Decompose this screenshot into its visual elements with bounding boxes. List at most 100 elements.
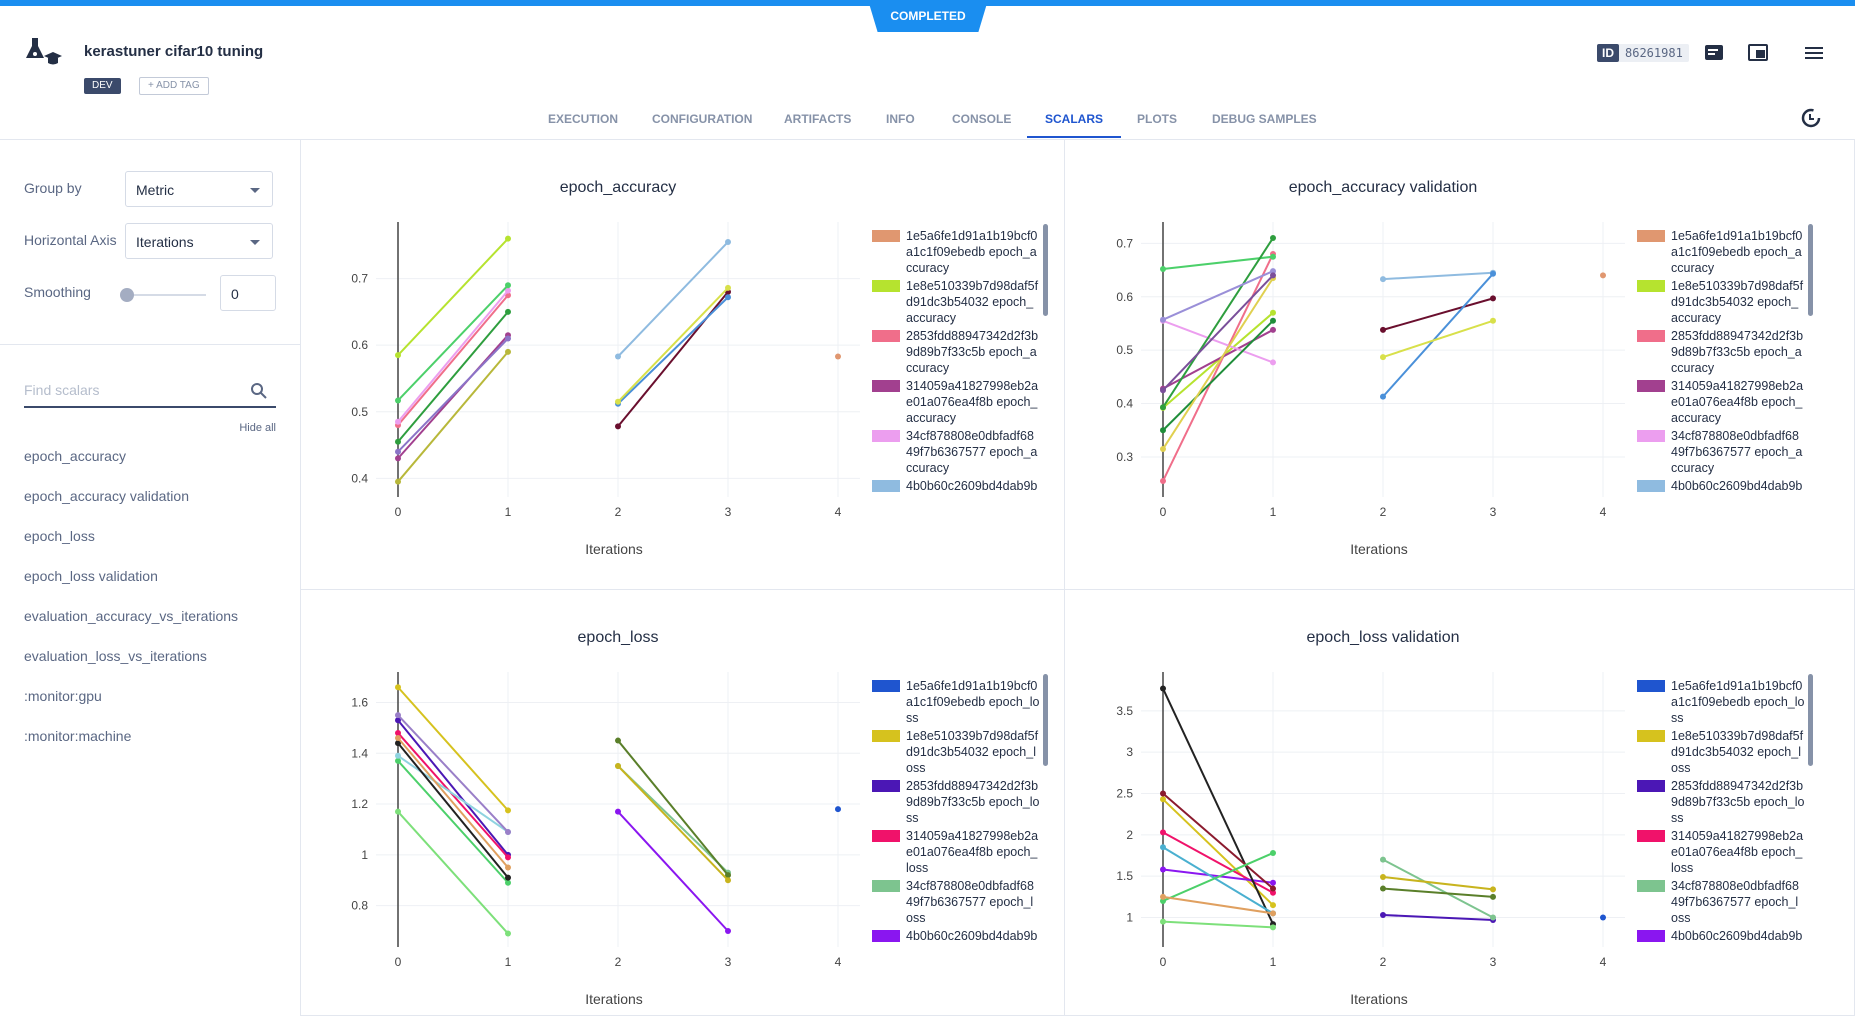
legend-item[interactable]: 4b0b60c2609bd4dab9b [872, 928, 1040, 944]
legend-item[interactable]: 314059a41827998eb2ae01a076ea4f8b epoch_a… [872, 378, 1040, 426]
series-line [397, 284, 509, 402]
metric-item[interactable]: evaluation_accuracy_vs_iterations [24, 608, 239, 624]
data-point [1160, 316, 1166, 323]
tab-underline [1027, 136, 1121, 138]
tab[interactable]: CONSOLE [952, 112, 1012, 126]
metric-item[interactable]: epoch_accuracy [24, 448, 126, 464]
legend-scrollbar[interactable] [1808, 224, 1813, 316]
y-tick-label: 3 [1126, 745, 1133, 759]
legend-item[interactable]: 34cf878808e0dbfadf6849f7b6367577 epoch_a… [1637, 428, 1805, 476]
series-line [397, 742, 509, 879]
metric-item[interactable]: evaluation_loss_vs_iterations [24, 648, 207, 664]
legend-scrollbar[interactable] [1808, 674, 1813, 766]
x-axis-label: Iterations [585, 541, 643, 557]
legend-swatch [872, 680, 900, 692]
legend-item[interactable]: 1e5a6fe1d91a1b19bcf0a1c1f09ebedb epoch_a… [1637, 228, 1805, 276]
legend-label: 1e8e510339b7d98daf5fd91dc3b54032 epoch_l… [1671, 729, 1804, 775]
legend-item[interactable]: 1e5a6fe1d91a1b19bcf0a1c1f09ebedb epoch_l… [1637, 678, 1805, 726]
data-point [1160, 790, 1166, 797]
tab[interactable]: DEBUG SAMPLES [1212, 112, 1317, 126]
hide-all[interactable]: Hide all [239, 422, 276, 434]
x-tick-label: 4 [1600, 505, 1607, 519]
y-tick-label: 2 [1126, 828, 1133, 842]
refresh-icon[interactable] [1799, 106, 1823, 130]
y-tick-label: 1.6 [351, 695, 368, 709]
legend-item[interactable]: 2853fdd88947342d2f3b9d89b7f33c5b epoch_l… [1637, 778, 1805, 826]
series-line [397, 237, 509, 356]
series-line [1162, 895, 1274, 915]
legend-item[interactable]: 4b0b60c2609bd4dab9b [1637, 478, 1805, 494]
horizontal-axis-select[interactable]: Iterations [125, 223, 273, 259]
id-box[interactable]: ID 86261981 [1597, 44, 1689, 62]
tab[interactable]: INFO [886, 112, 915, 126]
legend-item[interactable]: 2853fdd88947342d2f3b9d89b7f33c5b epoch_l… [872, 778, 1040, 826]
metric-item[interactable]: epoch_accuracy validation [24, 488, 189, 504]
toolbar-icons[interactable] [1703, 42, 1833, 64]
y-tick-label: 1.5 [1116, 869, 1133, 883]
metric-item[interactable]: :monitor:machine [24, 728, 132, 744]
data-point [505, 335, 511, 342]
legend-item[interactable]: 2853fdd88947342d2f3b9d89b7f33c5b epoch_a… [872, 328, 1040, 376]
legend-label: 1e8e510339b7d98daf5fd91dc3b54032 epoch_l… [906, 729, 1039, 775]
legend-item[interactable]: 314059a41827998eb2ae01a076ea4f8b epoch_l… [1637, 828, 1805, 876]
legend-item[interactable]: 1e5a6fe1d91a1b19bcf0a1c1f09ebedb epoch_l… [872, 678, 1040, 726]
smoothing-label: Smoothing [24, 284, 91, 300]
data-point [395, 684, 401, 691]
series-line [397, 334, 509, 460]
x-axis-label: Iterations [1350, 991, 1408, 1007]
data-point [395, 455, 401, 462]
tab[interactable]: SCALARS [1045, 112, 1104, 126]
legend-scrollbar[interactable] [1043, 674, 1048, 766]
legend-label: 1e8e510339b7d98daf5fd91dc3b54032 epoch_a… [1671, 279, 1804, 325]
metric-item[interactable]: epoch_loss [24, 528, 95, 544]
tab[interactable]: CONFIGURATION [652, 112, 753, 126]
legend-swatch [1637, 730, 1665, 742]
add-tag[interactable]: + ADD TAG [139, 77, 209, 95]
legend-swatch [1637, 430, 1665, 442]
legend-item[interactable]: 34cf878808e0dbfadf6849f7b6367577 epoch_l… [872, 878, 1040, 926]
legend-item[interactable]: 2853fdd88947342d2f3b9d89b7f33c5b epoch_a… [1637, 328, 1805, 376]
divider [0, 344, 300, 345]
series-line [617, 739, 729, 876]
smoothing-handle[interactable] [120, 288, 134, 302]
legend-item[interactable]: 1e8e510339b7d98daf5fd91dc3b54032 epoch_l… [1637, 728, 1805, 776]
legend-swatch [872, 380, 900, 392]
data-point [395, 438, 401, 445]
legend-item[interactable]: 1e5a6fe1d91a1b19bcf0a1c1f09ebedb epoch_a… [872, 228, 1040, 276]
legend-item[interactable]: 34cf878808e0dbfadf6849f7b6367577 epoch_a… [872, 428, 1040, 476]
legend-item[interactable]: 4b0b60c2609bd4dab9b [872, 478, 1040, 494]
tab[interactable]: PLOTS [1137, 112, 1178, 126]
legend-label: 34cf878808e0dbfadf6849f7b6367577 epoch_l… [906, 879, 1034, 925]
metric-item[interactable]: :monitor:gpu [24, 688, 102, 704]
legend-item[interactable]: 1e8e510339b7d98daf5fd91dc3b54032 epoch_a… [872, 278, 1040, 326]
legend-item[interactable]: 1e8e510339b7d98daf5fd91dc3b54032 epoch_l… [872, 728, 1040, 776]
legend-item[interactable]: 4b0b60c2609bd4dab9b [1637, 928, 1805, 944]
series-line [1162, 270, 1274, 321]
data-point [1380, 393, 1386, 400]
legend-label: 314059a41827998eb2ae01a076ea4f8b epoch_l… [1671, 829, 1804, 875]
legend-item[interactable]: 1e8e510339b7d98daf5fd91dc3b54032 epoch_a… [1637, 278, 1805, 326]
search-placeholder[interactable]: Find scalars [24, 382, 100, 398]
legend-item[interactable]: 34cf878808e0dbfadf6849f7b6367577 epoch_l… [1637, 878, 1805, 926]
tag[interactable]: DEV [84, 78, 121, 94]
data-point [505, 930, 511, 937]
x-tick-label: 1 [505, 505, 512, 519]
x-tick-label: 0 [395, 955, 402, 969]
data-point [1490, 317, 1496, 324]
data-point [395, 397, 401, 404]
data-point [1270, 879, 1276, 886]
tab[interactable]: ARTIFACTS [784, 112, 852, 126]
legend-scrollbar[interactable] [1043, 224, 1048, 316]
chart-panel: epoch_loss validation 0 1 2 3 4 1 1.5 2 2.5 3 3.5 It… [1065, 590, 1855, 1016]
tab[interactable]: EXECUTION [548, 112, 619, 126]
x-tick-label: 2 [1380, 505, 1387, 519]
data-point [1490, 295, 1496, 302]
group-by-select[interactable]: Metric [125, 171, 273, 207]
legend-swatch [1637, 830, 1665, 842]
legend-item[interactable]: 314059a41827998eb2ae01a076ea4f8b epoch_a… [1637, 378, 1805, 426]
legend-item[interactable]: 314059a41827998eb2ae01a076ea4f8b epoch_l… [872, 828, 1040, 876]
smoothing-input[interactable]: 0 [220, 275, 276, 311]
metric-item[interactable]: epoch_loss validation [24, 568, 158, 584]
data-point [1490, 914, 1496, 921]
x-tick-label: 2 [1380, 955, 1387, 969]
